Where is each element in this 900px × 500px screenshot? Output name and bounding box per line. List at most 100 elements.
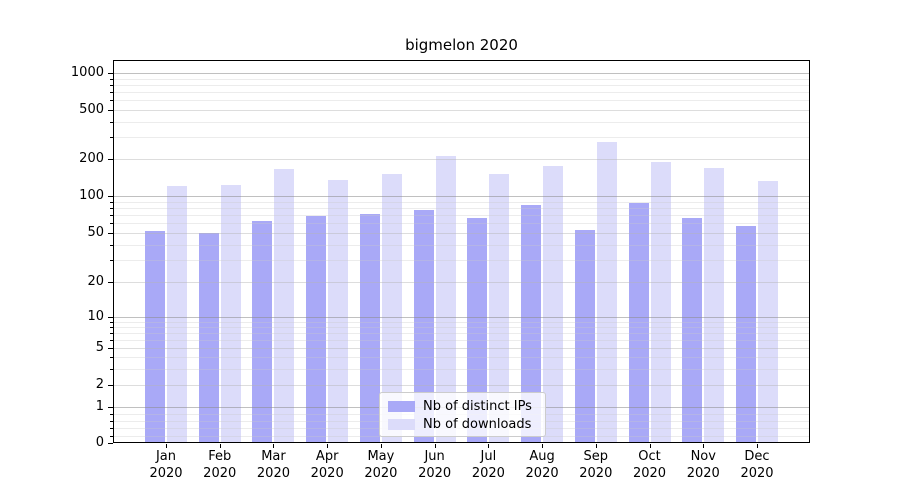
x-axis-month-label: Apr 2020 [310, 449, 344, 481]
y-minor-tick-mark [110, 223, 113, 225]
minor-gridline [114, 223, 809, 225]
bar-downloads-sep [596, 141, 617, 443]
y-minor-tick-mark [110, 428, 113, 430]
minor-gridline [114, 339, 809, 341]
x-axis-month-label: Jan 2020 [149, 449, 183, 481]
y-minor-tick-mark [110, 85, 113, 87]
y-minor-tick-mark [110, 385, 113, 386]
x-axis-month-label: Jul 2020 [471, 449, 505, 481]
y-minor-tick-mark [110, 201, 113, 203]
y-axis-tick-label: 100 [79, 188, 104, 203]
minor-gridline [114, 260, 809, 262]
minor-gridline [114, 326, 809, 328]
y-minor-tick-mark [110, 214, 113, 216]
x-tick-mark [649, 444, 651, 448]
minor-gridline [114, 137, 809, 139]
x-tick-mark [542, 444, 544, 448]
bar-downloads-feb [220, 184, 241, 443]
minor-gridline [114, 92, 809, 94]
minor-gridline [114, 85, 809, 87]
x-axis-month-label: Mar 2020 [256, 449, 290, 481]
y-minor-tick-mark [110, 435, 113, 437]
bar-downloads-nov [704, 168, 725, 443]
minor-gridline [114, 100, 809, 102]
legend: Nb of distinct IPs Nb of downloads [379, 392, 546, 437]
y-minor-tick-mark [110, 92, 113, 94]
x-axis-month-label: Jun 2020 [418, 449, 452, 481]
x-tick-mark [595, 444, 597, 448]
y-tick-mark [108, 73, 113, 75]
y-minor-tick-mark [110, 357, 113, 359]
y-minor-tick-mark [110, 260, 113, 262]
minor-gridline [114, 357, 809, 359]
y-minor-tick-mark [110, 159, 113, 160]
legend-item: Nb of distinct IPs [388, 398, 537, 414]
bar-downloads-may [381, 173, 402, 443]
bar-downloads-dec [757, 180, 778, 443]
bar-downloads-mar [274, 168, 295, 443]
minor-gridline [114, 244, 809, 246]
bar-distinct-ips-nov [682, 218, 703, 443]
y-minor-tick-mark [110, 281, 113, 283]
major-gridline [114, 316, 809, 318]
bar-distinct-ips-oct [628, 202, 649, 443]
bar-downloads-jun [435, 155, 456, 443]
y-minor-tick-mark [110, 368, 113, 370]
x-tick-mark [434, 444, 436, 448]
y-axis-tick-label: 10 [87, 308, 104, 324]
minor-gridline [114, 214, 809, 216]
x-tick-mark [756, 444, 758, 448]
minor-gridline [114, 207, 809, 209]
x-axis-month-label: May 2020 [364, 449, 398, 481]
y-axis-tick-label: 0 [95, 435, 104, 450]
minor-gridline [114, 201, 809, 203]
x-tick-mark [488, 444, 490, 448]
minor-gridline [114, 348, 809, 350]
bar-downloads-apr [328, 179, 349, 443]
bar-distinct-ips-feb [198, 232, 219, 443]
minor-gridline [114, 232, 809, 234]
legend-label: Nb of distinct IPs [423, 398, 532, 414]
y-axis-tick-label: 1000 [70, 65, 104, 81]
y-tick-mark [108, 196, 113, 197]
minor-gridline [114, 78, 809, 80]
x-axis-month-label: Feb 2020 [203, 449, 237, 481]
legend-item: Nb of downloads [388, 416, 537, 432]
y-minor-tick-mark [110, 321, 113, 323]
y-minor-tick-mark [110, 348, 113, 350]
y-tick-mark [108, 316, 113, 318]
minor-gridline [114, 110, 809, 111]
bar-distinct-ips-jan [145, 230, 165, 443]
bar-downloads-jul [489, 173, 510, 443]
plot-area [113, 60, 810, 443]
bar-downloads-oct [650, 161, 671, 443]
minor-gridline [114, 281, 809, 283]
y-minor-tick-mark [110, 244, 113, 246]
y-axis-tick-label: 200 [79, 151, 104, 166]
y-minor-tick-mark [110, 421, 113, 423]
y-tick-mark [108, 406, 113, 408]
minor-gridline [114, 332, 809, 334]
y-minor-tick-mark [110, 137, 113, 139]
y-minor-tick-mark [110, 100, 113, 102]
bar-distinct-ips-mar [252, 221, 273, 443]
y-axis-tick-label: 2 [95, 377, 104, 392]
y-minor-tick-mark [110, 332, 113, 334]
y-minor-tick-mark [110, 413, 113, 415]
y-axis-tick-label: 5 [95, 340, 104, 356]
minor-gridline [114, 368, 809, 370]
bar-distinct-ips-sep [574, 229, 595, 443]
x-tick-mark [273, 444, 275, 448]
x-axis-month-label: Oct 2020 [632, 449, 667, 481]
legend-swatch [388, 400, 415, 412]
minor-gridline [114, 385, 809, 386]
y-minor-tick-mark [110, 326, 113, 328]
y-tick-mark [108, 443, 113, 444]
x-axis-month-label: Aug 2020 [525, 449, 559, 481]
x-axis-month-label: Dec 2020 [740, 449, 774, 481]
major-gridline [114, 196, 809, 197]
bar-distinct-ips-aug [521, 204, 542, 443]
major-gridline [114, 73, 809, 75]
minor-gridline [114, 159, 809, 160]
